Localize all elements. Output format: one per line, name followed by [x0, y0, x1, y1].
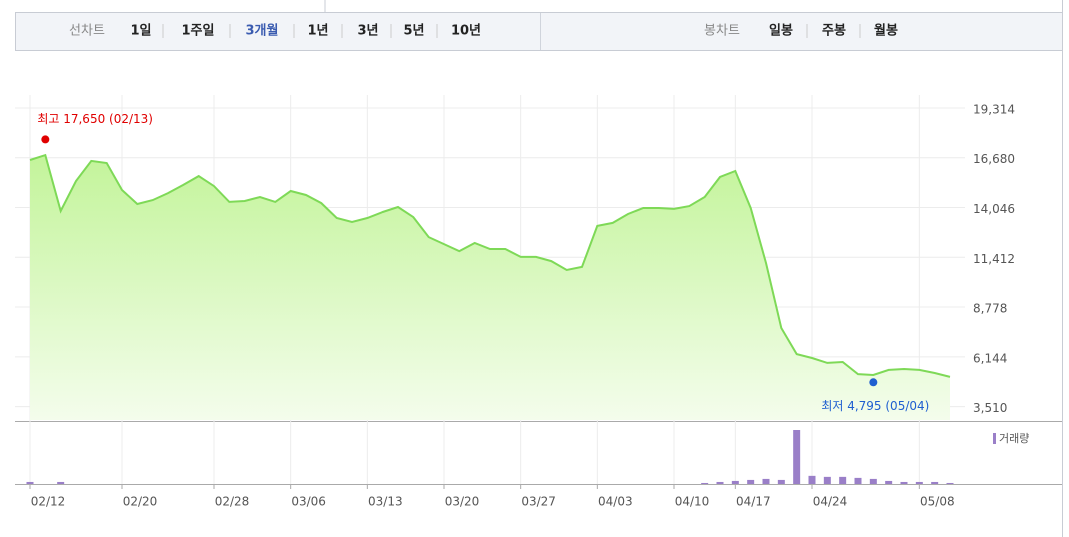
- period-button[interactable]: 10년: [451, 24, 481, 39]
- x-tick-label: 03/06: [291, 495, 326, 509]
- volume-bar: [731, 480, 739, 484]
- extreme-label: 최저 4,795 (05/04): [821, 399, 929, 413]
- x-tick-label: 04/03: [598, 495, 633, 509]
- x-tick-label: 04/17: [736, 495, 771, 509]
- x-tick-label: 02/28: [215, 495, 250, 509]
- x-tick-label: 03/20: [445, 495, 480, 509]
- volume-bar: [915, 481, 923, 484]
- extreme-marker: [41, 135, 50, 144]
- x-tick-label: 04/24: [813, 495, 848, 509]
- legend-label: 거래량: [999, 432, 1029, 445]
- y-tick-label: 3,510: [973, 401, 1007, 415]
- volume-bar: [793, 430, 801, 484]
- extreme-label: 최고 17,650 (02/13): [37, 112, 153, 126]
- y-tick-label: 11,412: [973, 252, 1015, 266]
- x-tick-label: 03/13: [368, 495, 403, 509]
- extreme-marker: [869, 378, 878, 387]
- x-tick-label: 02/20: [123, 495, 158, 509]
- candle-button[interactable]: 주봉: [822, 24, 846, 39]
- volume-bar: [57, 481, 65, 484]
- volume-bar: [823, 476, 831, 484]
- toolbar: [15, 12, 1063, 51]
- volume-bar: [854, 477, 862, 484]
- volume-bar: [777, 479, 785, 484]
- volume-bar: [26, 481, 34, 484]
- y-tick-label: 6,144: [973, 351, 1007, 365]
- period-button[interactable]: 1주일: [182, 24, 215, 39]
- volume-bar: [839, 476, 847, 484]
- candle-button[interactable]: 일봉: [769, 24, 793, 39]
- period-button[interactable]: 3개월: [246, 23, 279, 39]
- legend-swatch: [993, 433, 996, 444]
- x-tick-label: 03/27: [521, 495, 556, 509]
- y-tick-label: 19,314: [973, 102, 1015, 116]
- volume-bar: [701, 482, 709, 484]
- x-tick-label: 02/12: [31, 495, 66, 509]
- volume-bar: [762, 478, 770, 484]
- volume-bar: [808, 475, 816, 484]
- volume-bar: [946, 482, 954, 484]
- x-tick-label: 05/08: [920, 495, 955, 509]
- x-tick-label: 04/10: [675, 495, 710, 509]
- toolbar-label: 봉차트: [704, 24, 740, 39]
- period-button[interactable]: 3년: [357, 24, 378, 39]
- volume-bar: [716, 481, 724, 484]
- candle-button[interactable]: 월봉: [874, 23, 898, 39]
- y-tick-label: 8,778: [973, 302, 1007, 316]
- period-button[interactable]: 1년: [307, 24, 328, 39]
- price-line: [29, 153, 951, 378]
- volume-bar: [885, 480, 893, 484]
- volume-bar: [931, 481, 939, 484]
- y-tick-label: 14,046: [973, 202, 1015, 216]
- volume-bar: [900, 481, 908, 484]
- period-button[interactable]: 1일: [130, 24, 151, 39]
- toolbar-label: 선차트: [69, 24, 105, 39]
- period-button[interactable]: 5년: [403, 24, 424, 39]
- y-tick-label: 16,680: [973, 152, 1015, 166]
- area-fill: [30, 155, 950, 420]
- volume-bar: [747, 479, 755, 484]
- volume-bar: [869, 478, 877, 484]
